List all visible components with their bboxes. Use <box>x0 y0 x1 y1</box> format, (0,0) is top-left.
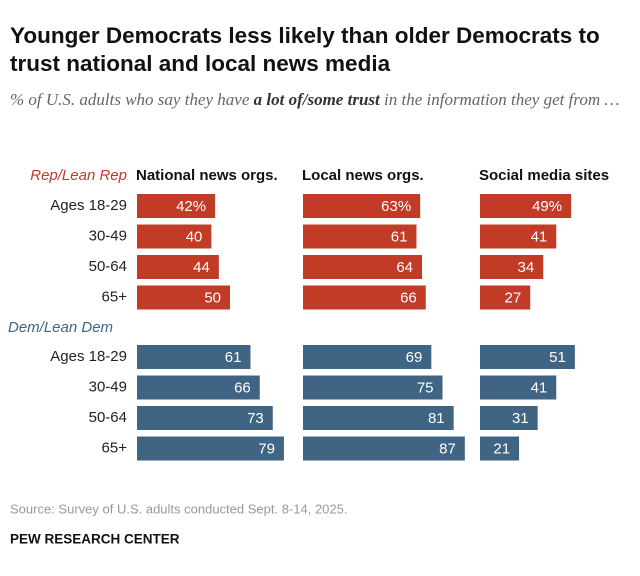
value-label: 73 <box>247 410 264 427</box>
credit: PEW RESEARCH CENTER <box>10 532 180 547</box>
bar <box>480 406 538 430</box>
category-label: 30-49 <box>89 227 127 244</box>
panel-header: National news orgs. <box>136 167 278 184</box>
value-label: 61 <box>225 349 242 366</box>
value-label: 51 <box>549 349 566 366</box>
category-label: 65+ <box>102 439 128 456</box>
bar <box>137 375 260 400</box>
bar <box>480 224 557 249</box>
bar <box>137 224 212 249</box>
category-label: Ages 18-29 <box>50 348 127 365</box>
value-label: 66 <box>400 289 417 306</box>
value-label: 79 <box>258 440 275 457</box>
value-label: 69 <box>406 349 423 366</box>
category-label: Ages 18-29 <box>50 197 127 214</box>
value-label: 31 <box>512 410 529 427</box>
panel-header: Local news orgs. <box>302 167 424 184</box>
bar <box>137 285 230 310</box>
bar <box>137 255 219 279</box>
subtitle-emphasis: a lot of/some trust <box>253 90 380 109</box>
bar <box>303 436 465 461</box>
bar <box>480 345 575 369</box>
value-label: 27 <box>505 289 522 306</box>
value-label: 44 <box>193 259 210 276</box>
bar <box>137 436 284 461</box>
value-label: 41 <box>531 379 548 396</box>
bar <box>137 406 273 430</box>
value-label: 21 <box>493 440 510 457</box>
bar <box>303 345 432 369</box>
bar <box>480 255 544 279</box>
value-label: 87 <box>439 440 456 457</box>
chart-title: Younger Democrats less likely than older… <box>10 23 600 76</box>
group-label: Rep/Lean Rep <box>30 167 127 184</box>
bar <box>480 375 557 400</box>
value-label: 50 <box>204 289 221 306</box>
subtitle-text: in the information they get from … <box>384 90 620 109</box>
panel-header: Social media sites <box>479 167 609 184</box>
bar <box>303 194 421 218</box>
bar <box>480 285 531 310</box>
value-label: 42% <box>176 198 206 215</box>
bar <box>303 375 443 400</box>
value-label: 61 <box>391 228 408 245</box>
chart-subtitle: % of U.S. adults who say they have a lot… <box>10 88 630 112</box>
group-label: Dem/Lean Dem <box>8 319 113 336</box>
value-label: 34 <box>518 259 535 276</box>
value-label: 63% <box>381 198 411 215</box>
bar <box>303 224 417 249</box>
subtitle-text: % of U.S. adults who say they have <box>10 90 250 109</box>
value-label: 64 <box>396 259 413 276</box>
bar <box>303 406 454 430</box>
category-label: 50-64 <box>89 409 127 426</box>
value-label: 66 <box>234 379 251 396</box>
value-label: 49% <box>532 198 562 215</box>
source: Source: Survey of U.S. adults conducted … <box>10 501 347 516</box>
value-label: 75 <box>417 379 434 396</box>
bar <box>480 436 520 461</box>
bar <box>303 255 423 279</box>
value-label: 40 <box>186 228 203 245</box>
category-label: 30-49 <box>89 378 127 395</box>
bar <box>137 345 251 369</box>
category-label: 65+ <box>102 288 128 305</box>
bar <box>303 285 426 310</box>
bar <box>137 194 216 218</box>
value-label: 81 <box>428 410 445 427</box>
category-label: 50-64 <box>89 258 127 275</box>
value-label: 41 <box>531 228 548 245</box>
bar <box>480 194 572 218</box>
